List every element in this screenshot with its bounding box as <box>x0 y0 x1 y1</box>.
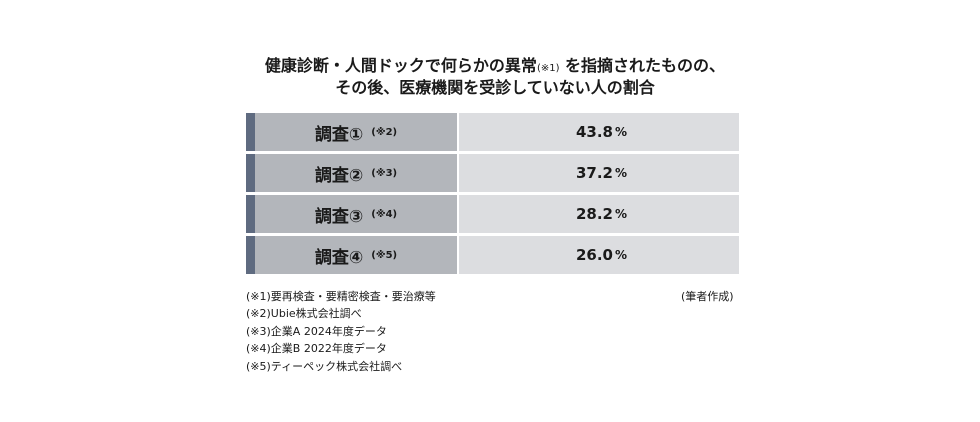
footnote: (※1)要再検査・要精密検査・要治療等 <box>246 290 436 303</box>
row-footnote-ref: (※3) <box>371 167 398 179</box>
cell-divider <box>457 236 459 274</box>
footnote: (※3)企業A 2024年度データ <box>246 324 387 338</box>
row-value-cell: 28.2 % <box>459 195 739 233</box>
title-footnote-ref: (※1) <box>536 63 560 74</box>
row-unit: % <box>614 166 628 180</box>
title-main: 健康診断・人間ドックで何らかの異常 <box>264 56 537 75</box>
row-value-cell: 26.0 % <box>459 236 739 274</box>
row-value: 28.2 <box>575 205 613 223</box>
row-marker <box>246 236 255 274</box>
table-row: 調査② (※3) 37.2 % <box>246 154 739 192</box>
footnote: (※2)Ubie株式会社調べ <box>246 307 362 321</box>
row-label: 調査② <box>314 165 364 186</box>
row-label-cell: 調査① (※2) <box>255 113 457 151</box>
row-value: 43.8 <box>575 123 613 141</box>
footnote: (※5)ティーペック株式会社調べ <box>246 359 403 373</box>
cell-divider <box>457 154 459 192</box>
row-label-cell: 調査② (※3) <box>255 154 457 192</box>
row-marker <box>246 113 255 151</box>
table-row: 調査③ (※4) 28.2 % <box>246 195 739 233</box>
row-label-cell: 調査③ (※4) <box>255 195 457 233</box>
row-footnote-ref: (※2) <box>371 126 398 138</box>
row-label-cell: 調査④ (※5) <box>255 236 457 274</box>
row-value-cell: 43.8 % <box>459 113 739 151</box>
footnotes: (※1)要再検査・要精密検査・要治療等 (※2)Ubie株式会社調べ (※3)企… <box>246 288 436 375</box>
row-footnote-ref: (※4) <box>371 208 398 220</box>
author-credit: (筆者作成) <box>681 290 734 303</box>
row-footnote-ref: (※5) <box>371 249 398 261</box>
chart-title-line-1: 健康診断・人間ドックで何らかの異常(※1) を指摘されたものの、 <box>200 55 790 80</box>
row-label: 調査④ <box>314 247 364 268</box>
row-unit: % <box>614 207 628 221</box>
table-row: 調査① (※2) 43.8 % <box>246 113 739 151</box>
row-label: 調査① <box>314 124 364 145</box>
row-unit: % <box>614 125 628 139</box>
row-marker <box>246 195 255 233</box>
row-value: 37.2 <box>575 164 613 182</box>
survey-table: 調査① (※2) 43.8 % 調査② (※3) 37.2 % 調査③ (※4)… <box>246 113 739 277</box>
table-row: 調査④ (※5) 26.0 % <box>246 236 739 274</box>
title-rest: を指摘されたものの、 <box>559 56 726 75</box>
row-value: 26.0 <box>575 246 613 264</box>
chart-title-line-2: その後、医療機関を受診していない人の割合 <box>335 78 655 97</box>
cell-divider <box>457 195 459 233</box>
cell-divider <box>457 113 459 151</box>
row-value-cell: 37.2 % <box>459 154 739 192</box>
row-label: 調査③ <box>314 206 364 227</box>
row-marker <box>246 154 255 192</box>
footnote: (※4)企業B 2022年度データ <box>246 342 387 356</box>
row-unit: % <box>614 248 628 262</box>
